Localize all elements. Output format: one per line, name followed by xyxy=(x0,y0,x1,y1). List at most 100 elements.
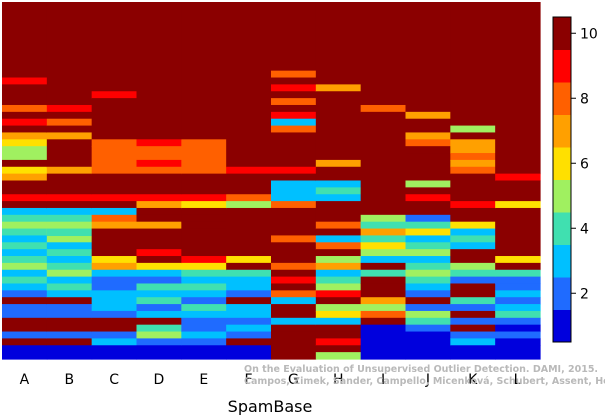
heatmap-cell-B xyxy=(46,228,93,237)
colorbar-band-1 xyxy=(553,309,571,343)
heatmap-cell-B xyxy=(46,207,93,216)
heatmap-cell-C xyxy=(91,173,138,195)
heatmap-cell-K xyxy=(450,159,496,168)
heatmap-cell-K xyxy=(450,269,496,278)
heatmap-cell-B xyxy=(46,242,93,250)
heatmap-cell-G xyxy=(271,235,317,243)
heatmap-cell-I xyxy=(360,221,407,230)
heatmap-cell-G xyxy=(271,180,317,195)
heatmap-cell-F xyxy=(226,269,272,278)
heatmap-cell-B xyxy=(46,166,93,175)
heatmap-cell-L xyxy=(495,297,541,305)
heatmap-cell-H xyxy=(315,269,362,278)
colorbar-band-8 xyxy=(553,82,571,115)
heatmap-cell-C xyxy=(91,194,138,202)
heatmap-cell-L xyxy=(495,310,541,319)
heatmap-cell-D xyxy=(136,207,182,216)
heatmap-cell-E xyxy=(181,146,227,175)
heatmap-cell-E xyxy=(181,276,227,285)
heatmap-cell-A xyxy=(2,269,48,278)
heatmap-cell-D xyxy=(136,345,182,360)
heatmap-cell-B xyxy=(46,297,93,305)
heatmap-cell-K xyxy=(450,173,496,195)
heatmap-cell-H xyxy=(315,235,362,243)
heatmap-cell-K xyxy=(450,331,496,340)
heatmap-cell-G xyxy=(271,111,317,120)
heatmap-cell-K xyxy=(450,310,496,319)
heatmap-cell-H xyxy=(315,345,362,353)
colorbar-band-7 xyxy=(553,114,571,148)
colorbar-band-9 xyxy=(553,49,571,83)
heatmap-cell-G xyxy=(271,132,317,168)
x-tick-label-B: B xyxy=(64,372,74,388)
heatmap-cell-G xyxy=(271,256,317,264)
heatmap-cell-C xyxy=(91,214,138,223)
heatmap-cell-E xyxy=(181,310,227,319)
heatmap-cell-I xyxy=(360,214,407,223)
heatmap-cell-K xyxy=(450,207,496,223)
heatmap-cell-K xyxy=(450,153,496,161)
heatmap-cell-I xyxy=(360,324,407,333)
heatmap-cell-B xyxy=(46,111,93,120)
heatmap-cell-D xyxy=(136,159,182,168)
heatmap-cell-D xyxy=(136,283,182,291)
colorbar-tick-label: 2 xyxy=(580,286,589,302)
heatmap-cell-J xyxy=(405,111,451,120)
heatmap-cell-L xyxy=(495,317,541,326)
heatmap-cell-K xyxy=(450,338,496,346)
heatmap-cell-C xyxy=(91,324,138,333)
heatmap-cell-I xyxy=(360,235,407,243)
heatmap-cell-C xyxy=(91,146,138,175)
heatmap-cell-E xyxy=(181,256,227,264)
heatmap-cell-L xyxy=(495,201,541,209)
heatmap-cell-H xyxy=(315,297,362,305)
heatmap-cell-C xyxy=(91,256,138,264)
x-axis-label: SpamBase xyxy=(228,397,313,415)
heatmap-cell-C xyxy=(91,310,138,319)
heatmap-cell-G xyxy=(271,207,317,237)
heatmap-cell-E xyxy=(181,214,227,223)
heatmap-cell-H xyxy=(315,2,362,85)
heatmap-cell-A xyxy=(2,132,48,140)
heatmap-cell-K xyxy=(450,276,496,285)
heatmap-cell-D xyxy=(136,166,182,175)
heatmap-cell-K xyxy=(450,139,496,154)
heatmap-cell-F xyxy=(226,194,272,202)
heatmap-cell-B xyxy=(46,194,93,202)
heatmap-cell-G xyxy=(271,125,317,134)
heatmap-cell-F xyxy=(226,297,272,305)
heatmap-cell-A xyxy=(2,290,48,298)
heatmap-cell-H xyxy=(315,166,362,182)
heatmap-cell-G xyxy=(271,242,317,257)
heatmap-cell-I xyxy=(360,317,407,326)
colorbar-band-5 xyxy=(553,179,571,213)
heatmap-cell-L xyxy=(495,338,541,346)
x-tick-label-I: I xyxy=(381,372,385,388)
heatmap-cell-A xyxy=(2,331,48,340)
heatmap-cell-I xyxy=(360,283,407,291)
heatmap-cell-H xyxy=(315,276,362,285)
heatmap-cell-J xyxy=(405,153,451,182)
heatmap-cell-B xyxy=(46,125,93,134)
heatmap-cell-F xyxy=(226,338,272,346)
heatmap-cell-J xyxy=(405,214,451,223)
heatmap-cell-E xyxy=(181,201,227,209)
heatmap-cell-A xyxy=(2,118,48,127)
heatmap-cell-F xyxy=(226,283,272,291)
heatmap-cell-J xyxy=(405,139,451,147)
heatmap-cell-G xyxy=(271,331,317,360)
heatmap-cell-G xyxy=(271,104,317,113)
heatmap-cell-A xyxy=(2,242,48,250)
x-tick-label-D: D xyxy=(154,372,165,388)
heatmap-cell-I xyxy=(360,269,407,278)
heatmap-cell-A xyxy=(2,159,48,168)
heatmap-cell-K xyxy=(450,345,496,360)
heatmap-cell-G xyxy=(271,324,317,333)
heatmap-cell-E xyxy=(181,297,227,305)
heatmap-cell-A xyxy=(2,111,48,120)
colorbar-band-2 xyxy=(553,277,571,310)
heatmap-cell-A xyxy=(2,249,48,257)
heatmap-cell-H xyxy=(315,84,362,92)
heatmap-cell-I xyxy=(360,304,407,312)
heatmap-cell-B xyxy=(46,269,93,278)
